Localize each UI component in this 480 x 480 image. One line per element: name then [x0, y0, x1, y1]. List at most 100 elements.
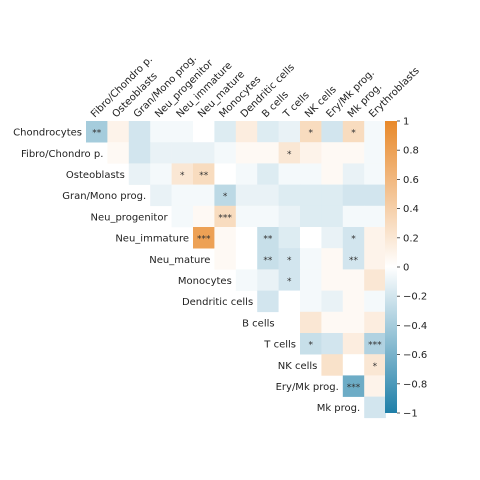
significance-star: *: [373, 362, 378, 372]
heatmap-cell: [279, 185, 301, 207]
significance-star: **: [263, 235, 273, 245]
heatmap-cell: [343, 312, 365, 334]
heatmap-cell: [172, 142, 194, 164]
heatmap-cell: [364, 227, 386, 249]
heatmap-cell: [321, 248, 343, 270]
colorbar-gradient: [385, 121, 397, 413]
heatmap-cell: [150, 142, 172, 164]
heatmap-cell: [343, 269, 365, 291]
heatmap-cell: [236, 269, 258, 291]
heatmap-cell: [236, 206, 258, 228]
heatmap-cell: [193, 121, 215, 143]
colorbar-tick-label: 1: [403, 117, 409, 128]
heatmap-cell: [172, 121, 194, 143]
heatmap-cell: [236, 227, 258, 249]
heatmap-cell: [364, 163, 386, 185]
heatmap-cell: [300, 185, 322, 207]
heatmap-cell: [279, 227, 301, 249]
row-label: T cells: [263, 340, 296, 351]
heatmap-cell: [214, 163, 236, 185]
heatmap-cell: [279, 312, 301, 334]
heatmap-cell: [321, 142, 343, 164]
heatmap-cell: [300, 142, 322, 164]
heatmap-cell: [343, 291, 365, 313]
heatmap-cell: [279, 121, 301, 143]
heatmap-cell: [214, 142, 236, 164]
heatmap-cell: [321, 312, 343, 334]
row-label: Mk prog.: [317, 403, 360, 414]
significance-star: **: [199, 171, 209, 181]
colorbar-tick-label: 0.2: [403, 233, 419, 244]
heatmap-cell: [364, 397, 386, 419]
heatmap-cell: [300, 206, 322, 228]
row-label: Chondrocytes: [13, 128, 82, 139]
heatmap-cell: [364, 375, 386, 397]
heatmap-cell: [257, 121, 279, 143]
colorbar: 1 0.8 0.6 0.4 0.2 0 −0.2 −0.4 −0.6 −0.8 −1: [385, 117, 427, 420]
significance-star: **: [349, 256, 359, 266]
column-labels: Fibro/Chondro p.OsteoblastsGran/Mono pro…: [89, 53, 422, 121]
heatmap-cell: [321, 333, 343, 355]
significance-star: *: [223, 192, 228, 202]
heatmap-cell: [343, 185, 365, 207]
significance-star: *: [180, 171, 185, 181]
heatmap-cell: [364, 269, 386, 291]
heatmap-cell: [257, 269, 279, 291]
heatmap-cell: [193, 206, 215, 228]
heatmap-cell: [300, 269, 322, 291]
heatmap-cell: [321, 163, 343, 185]
row-label: Fibro/Chondro p.: [21, 149, 103, 160]
heatmap-cell: [257, 163, 279, 185]
heatmap-cell: [236, 185, 258, 207]
heatmap-cell: [300, 291, 322, 313]
significance-star: ***: [218, 213, 232, 223]
heatmap-cell: [321, 185, 343, 207]
heatmap-cell: [364, 206, 386, 228]
row-label: NK cells: [278, 361, 318, 372]
significance-star: *: [308, 341, 313, 351]
row-label: Neu_progenitor: [90, 212, 168, 223]
heatmap-cell: [129, 142, 151, 164]
heatmap-cell: [321, 354, 343, 376]
heatmap-cell: [364, 142, 386, 164]
heatmap-cell: [172, 206, 194, 228]
heatmap-cell: [321, 227, 343, 249]
heatmap-cell: [129, 121, 151, 143]
colorbar-tick-label: −0.2: [403, 292, 427, 303]
heatmap-cell: [364, 312, 386, 334]
heatmap-cell: [150, 185, 172, 207]
colorbar-tick-label: 0.4: [403, 204, 419, 215]
heatmap-cell: [343, 142, 365, 164]
heatmap-cell: [279, 163, 301, 185]
significance-star: *: [287, 277, 292, 287]
heatmap-cell: [150, 121, 172, 143]
heatmap-cell: [193, 185, 215, 207]
heatmap-cell: [300, 163, 322, 185]
heatmap-cell: [107, 142, 129, 164]
heatmap-cell: [321, 121, 343, 143]
significance-star: *: [351, 129, 356, 139]
significance-star: *: [351, 235, 356, 245]
significance-star: *: [308, 129, 313, 139]
heatmap-cell: [172, 185, 194, 207]
row-label: Monocytes: [178, 276, 232, 287]
colorbar-tick-label: −0.6: [403, 350, 427, 361]
heatmap-cells: [86, 121, 386, 418]
row-label: B cells: [242, 318, 274, 329]
heatmap-cell: [279, 206, 301, 228]
heatmap-cell: [236, 163, 258, 185]
heatmap-cell: [129, 163, 151, 185]
heatmap-cell: [300, 312, 322, 334]
colorbar-tick-label: 0.8: [403, 146, 419, 157]
heatmap-cell: [279, 291, 301, 313]
colorbar-tick-label: 0: [403, 263, 409, 274]
heatmap-cell: [364, 291, 386, 313]
heatmap-cell: [300, 227, 322, 249]
heatmap-cell: [236, 142, 258, 164]
row-label: Osteoblasts: [66, 170, 125, 181]
heatmap-cell: [321, 269, 343, 291]
heatmap-cell: [364, 248, 386, 270]
heatmap-cell: [236, 121, 258, 143]
heatmap-cell: [343, 163, 365, 185]
heatmap-cell: [300, 248, 322, 270]
